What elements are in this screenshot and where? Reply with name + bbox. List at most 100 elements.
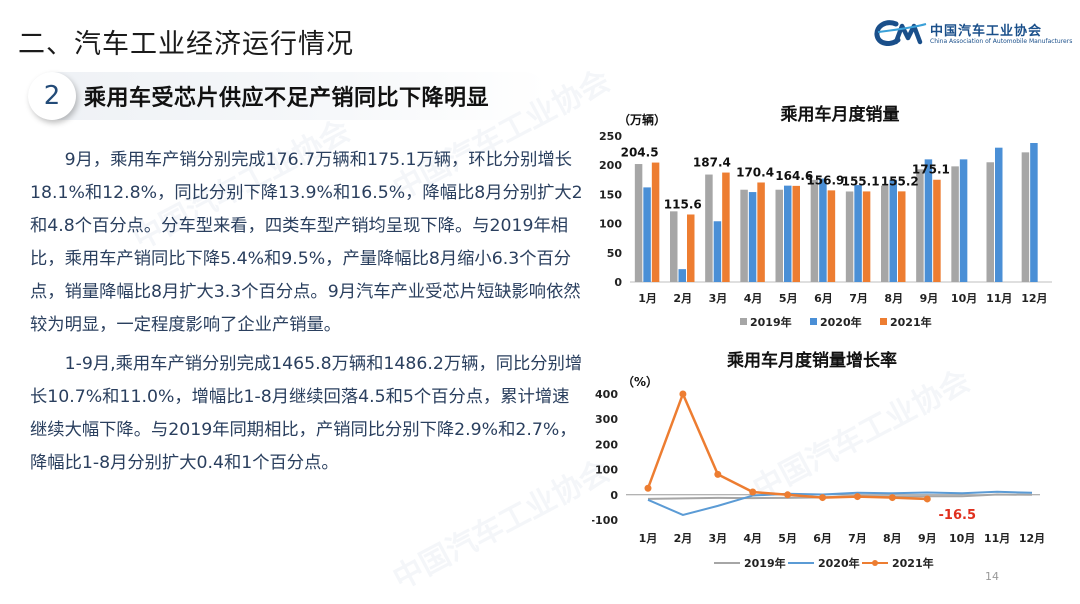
logo-mark-icon xyxy=(874,20,927,46)
bar-2020年-9月 xyxy=(924,159,933,282)
bar-2020年-10月 xyxy=(959,159,968,282)
x-tick-label: 5月 xyxy=(779,292,798,305)
bar-2021年-1月 xyxy=(651,162,660,282)
x-tick-label: 6月 xyxy=(813,532,832,545)
point-2021年-3月 xyxy=(714,470,722,478)
data-label: 155.2 xyxy=(881,174,919,188)
x-tick-label: 7月 xyxy=(849,292,868,305)
x-tick-label: 3月 xyxy=(709,292,728,305)
bar-2020年-4月 xyxy=(748,192,757,282)
point-2021年-2月 xyxy=(679,390,687,398)
data-label: 204.5 xyxy=(621,146,659,160)
chart-title: 乘用车月度销量 xyxy=(780,104,900,125)
bar-2020年-12月 xyxy=(1030,143,1038,282)
bar-2019年-7月 xyxy=(845,191,854,282)
x-tick-label: 7月 xyxy=(848,532,867,545)
y-tick-label: 0 xyxy=(614,276,622,289)
bar-2019年-3月 xyxy=(705,174,713,282)
y-tick-label: 200 xyxy=(599,159,622,172)
bar-2020年-1月 xyxy=(643,187,651,282)
legend-label: 2019年 xyxy=(744,556,786,570)
bar-2021年-9月 xyxy=(933,179,941,282)
body-text: 9月，乘用车产销分别完成176.7万辆和175.1万辆，环比分别增长18.1%和… xyxy=(30,144,586,486)
bar-2019年-10月 xyxy=(951,166,959,282)
bar-2021年-3月 xyxy=(722,172,730,282)
bar-2021年-5月 xyxy=(792,185,800,282)
y-tick-label: 0 xyxy=(610,489,618,502)
paragraph-1: 9月，乘用车产销分别完成176.7万辆和175.1万辆，环比分别增长18.1%和… xyxy=(30,150,583,335)
legend-swatch xyxy=(740,318,747,325)
y-tick-label: 250 xyxy=(599,130,622,143)
y-tick-label: 150 xyxy=(599,188,622,201)
data-label: 170.4 xyxy=(736,165,774,179)
y-tick-label: 400 xyxy=(595,388,618,401)
y-tick-label: 100 xyxy=(599,218,622,231)
legend-swatch xyxy=(810,318,817,325)
y-tick-label: 200 xyxy=(595,438,618,451)
bar-2019年-1月 xyxy=(634,164,643,282)
y-axis-label: （%） xyxy=(622,374,658,389)
point-2021年-6月 xyxy=(819,494,827,502)
bar-2021年-7月 xyxy=(862,191,871,282)
paragraph-2: 1-9月,乘用车产销分别完成1465.8万辆和1486.2万辆，同比分别增长10… xyxy=(30,354,583,473)
bar-2020年-3月 xyxy=(713,221,722,282)
bar-2020年-6月 xyxy=(819,178,827,282)
x-tick-label: 9月 xyxy=(918,532,937,545)
x-tick-label: 5月 xyxy=(778,532,797,545)
legend-swatch xyxy=(880,318,887,325)
legend-marker xyxy=(872,560,878,566)
x-tick-label: 9月 xyxy=(920,292,939,305)
bar-2020年-11月 xyxy=(995,147,1003,282)
section-banner xyxy=(28,72,548,120)
x-tick-label: 2月 xyxy=(673,292,692,305)
section-heading: 乘用车受芯片供应不足产销同比下降明显 xyxy=(84,86,490,111)
x-tick-label: 3月 xyxy=(708,532,727,545)
logo-name-en: China Association of Automobile Manufact… xyxy=(930,38,1073,45)
bar-2019年-2月 xyxy=(670,211,678,282)
slide-title: 二、汽车工业经济运行情况 xyxy=(18,29,354,60)
x-tick-label: 4月 xyxy=(743,532,762,545)
point-2021年-5月 xyxy=(784,491,792,499)
bar-2019年-6月 xyxy=(810,179,819,282)
bar-2020年-7月 xyxy=(854,185,862,282)
y-tick-label: -100 xyxy=(592,514,618,527)
bar-2021年-6月 xyxy=(827,190,836,282)
monthly-sales-bar-chart: 乘用车月度销量 （万辆） 0 50 100 150 200 250 204.5 115.6 187.… xyxy=(599,104,1052,329)
x-tick-label: 1月 xyxy=(638,292,657,305)
point-2021年-8月 xyxy=(888,494,896,502)
page-number: 14 xyxy=(985,570,999,583)
data-label: 187.4 xyxy=(693,156,731,170)
data-label: 156.9 xyxy=(806,173,844,187)
legend-label: 2019年 xyxy=(750,315,792,329)
data-label: -16.5 xyxy=(939,508,976,523)
data-label: 164.6 xyxy=(775,169,813,183)
series-line-2020年 xyxy=(647,490,1033,517)
x-tick-label: 8月 xyxy=(884,292,903,305)
bar-2020年-2月 xyxy=(678,269,686,282)
bar-2019年-8月 xyxy=(881,185,889,282)
x-tick-label: 12月 xyxy=(1021,292,1047,305)
x-tick-label: 4月 xyxy=(744,292,763,305)
bar-2019年-9月 xyxy=(916,169,924,282)
y-tick-label: 100 xyxy=(595,464,618,477)
point-2021年-4月 xyxy=(749,488,757,496)
logo-name-cn: 中国汽车工业协会 xyxy=(930,24,1043,39)
x-tick-label: 10月 xyxy=(951,292,977,305)
chart-title: 乘用车月度销量增长率 xyxy=(726,350,897,371)
bar-2019年-12月 xyxy=(1021,152,1030,282)
bar-2021年-2月 xyxy=(687,214,695,282)
x-tick-label: 11月 xyxy=(986,292,1012,305)
x-tick-label: 6月 xyxy=(814,292,833,305)
x-tick-label: 12月 xyxy=(1019,532,1045,545)
legend-label: 2020年 xyxy=(820,315,862,329)
legend-label: 2021年 xyxy=(892,556,934,570)
x-tick-label: 2月 xyxy=(674,532,693,545)
point-2021年-1月 xyxy=(644,484,652,492)
bar-2020年-5月 xyxy=(784,185,792,282)
x-tick-label: 1月 xyxy=(639,532,658,545)
y-axis-label: （万辆） xyxy=(618,112,666,127)
x-tick-label: 10月 xyxy=(949,532,975,545)
y-tick-label: 50 xyxy=(607,247,623,260)
bar-2019年-11月 xyxy=(986,162,994,282)
data-label: 115.6 xyxy=(664,197,702,211)
